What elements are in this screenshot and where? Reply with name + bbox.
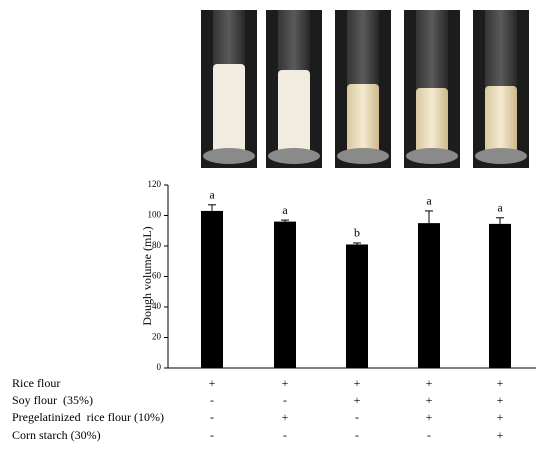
significance-letter: a <box>497 201 503 215</box>
bar <box>274 221 296 368</box>
sign: + <box>497 393 504 407</box>
y-tick-label: 100 <box>148 210 162 220</box>
sign: - <box>283 428 287 442</box>
y-axis-label: Dough volume (mL) <box>140 226 154 325</box>
sign: - <box>283 393 287 407</box>
base <box>337 148 389 164</box>
bar <box>418 223 440 368</box>
sign: + <box>497 376 504 390</box>
dough <box>485 86 517 156</box>
base <box>268 148 320 164</box>
sign: - <box>355 428 359 442</box>
y-tick-label: 80 <box>152 240 162 250</box>
sign: - <box>355 410 359 424</box>
y-tick-label: 120 <box>148 179 162 189</box>
base <box>475 148 527 164</box>
row-label: Rice flour <box>12 376 60 390</box>
sign: + <box>209 376 216 390</box>
y-tick-label: 0 <box>157 362 162 372</box>
sign: - <box>210 410 214 424</box>
y-tick-label: 20 <box>152 332 162 342</box>
sign: + <box>354 376 361 390</box>
sign: - <box>210 428 214 442</box>
base <box>406 148 458 164</box>
significance-letter: a <box>209 188 215 202</box>
sign: - <box>210 393 214 407</box>
sign: + <box>426 393 433 407</box>
sign: + <box>354 393 361 407</box>
significance-letter: b <box>354 226 360 240</box>
sign: - <box>427 428 431 442</box>
bar <box>201 210 223 368</box>
dough <box>347 84 379 156</box>
sign: + <box>497 410 504 424</box>
row-label: Corn starch (30%) <box>12 428 101 442</box>
base <box>203 148 255 164</box>
sign: + <box>426 410 433 424</box>
significance-letter: a <box>282 203 288 217</box>
dough <box>213 64 245 156</box>
dough <box>416 88 448 156</box>
sign: + <box>282 410 289 424</box>
bar <box>489 223 511 368</box>
y-tick-label: 60 <box>152 271 162 281</box>
significance-letter: a <box>426 194 432 208</box>
row-label: Pregelatinized rice flour (10%) <box>12 410 164 424</box>
sign: + <box>497 428 504 442</box>
y-tick-label: 40 <box>152 301 162 311</box>
sign: + <box>426 376 433 390</box>
sign: + <box>282 376 289 390</box>
photos <box>201 10 529 168</box>
dough <box>278 70 310 156</box>
bar <box>346 244 368 368</box>
row-label: Soy flour (35%) <box>12 393 93 407</box>
